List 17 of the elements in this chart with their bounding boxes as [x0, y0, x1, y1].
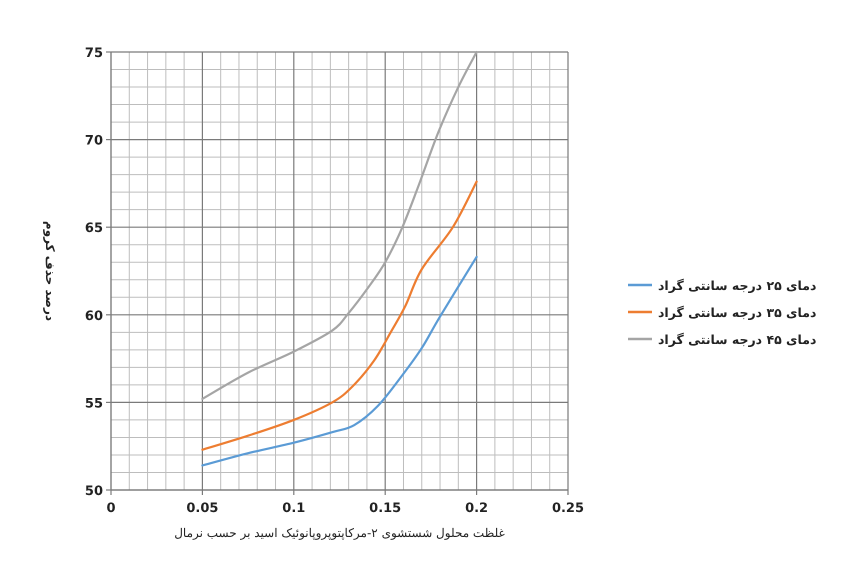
- x-tick-label: 0.15: [369, 501, 402, 516]
- y-tick-label: 60: [84, 308, 103, 324]
- x-axis-title: غلظت محلول شستشوی ۲-مرکاپتوپروپانوئیک اسید بر حسب نرمال: [174, 526, 505, 540]
- legend-label: دمای ۲۵ درجه سانتی گراد: [658, 278, 816, 294]
- x-tick-label: 0: [106, 501, 116, 516]
- legend-label: دمای ۴۵ درجه سانتی گراد: [658, 332, 816, 348]
- y-tick-label: 70: [84, 134, 103, 149]
- x-tick-label: 0.05: [186, 501, 218, 516]
- y-tick-label: 50: [84, 484, 103, 499]
- y-axis-title: درصد حذف کروم: [43, 220, 57, 322]
- x-tick-label: 0.25: [552, 501, 584, 516]
- y-tick-label: 55: [84, 396, 103, 412]
- y-tick-label: 75: [84, 46, 103, 61]
- x-tick-label: 0.1: [282, 501, 306, 516]
- x-tick-label: 0.2: [465, 501, 488, 516]
- y-tick-label: 65: [84, 221, 103, 236]
- legend-label: دمای ۳۵ درجه سانتی گراد: [658, 305, 816, 321]
